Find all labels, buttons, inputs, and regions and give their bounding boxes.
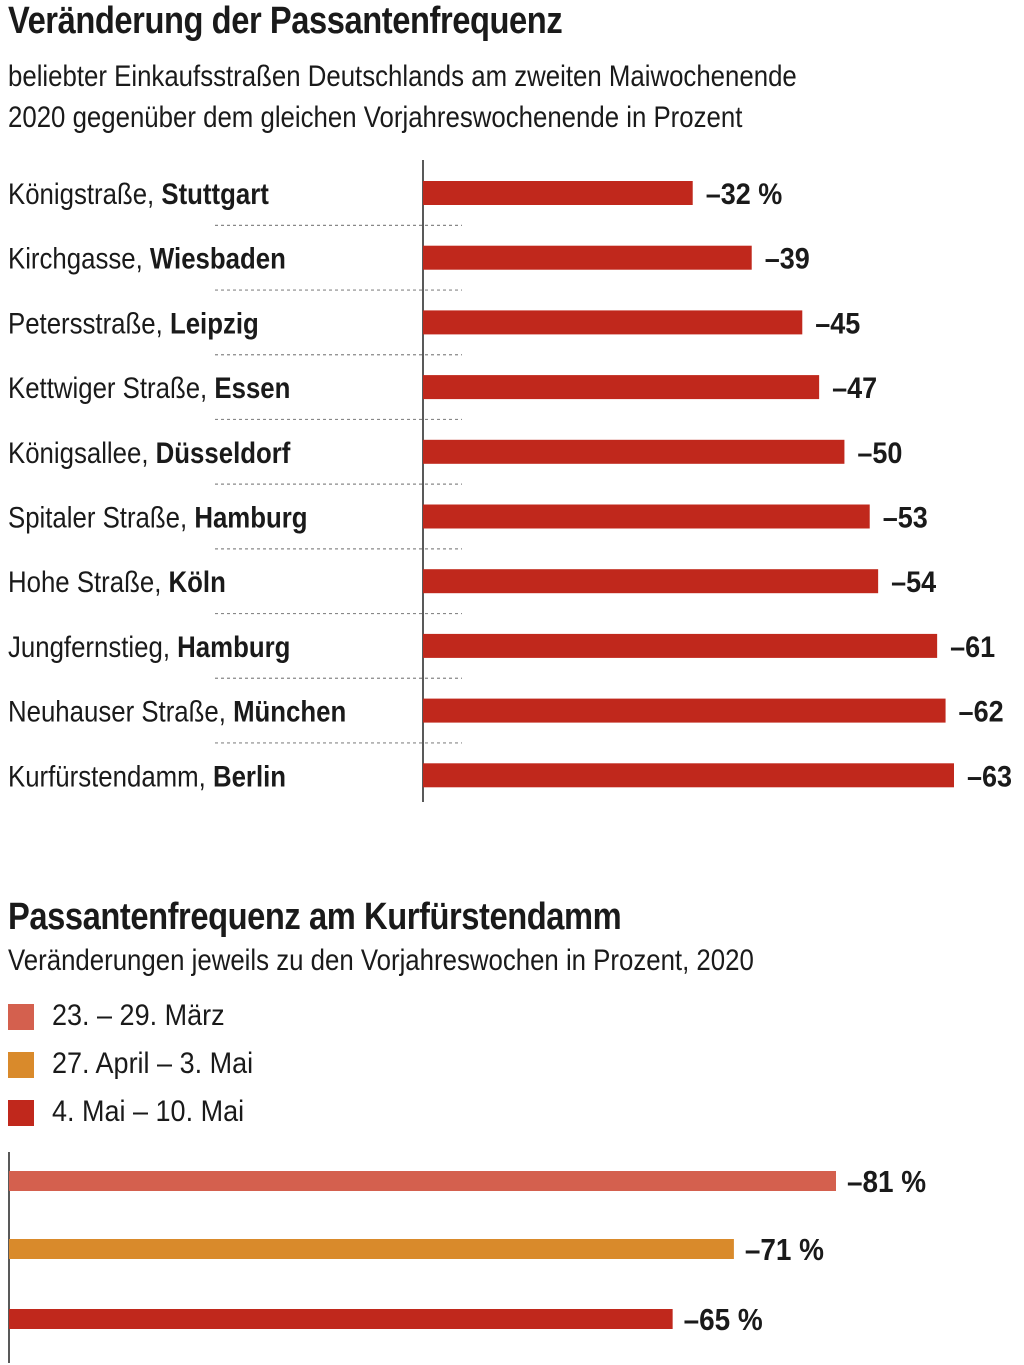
category-street: Petersstraße, (8, 307, 170, 340)
value-label: –47 (832, 372, 877, 406)
category-street: Hohe Straße, (8, 565, 169, 598)
chart-1-subtitle-line-1: beliebter Einkaufsstraßen Deutschlands a… (8, 60, 797, 93)
category-label: Kirchgasse, Wiesbaden (8, 242, 286, 275)
category-city: Wiesbaden (150, 242, 286, 275)
value-label: –63 (967, 760, 1012, 794)
legend-swatch-april (8, 1052, 34, 1078)
value-label: –65 % (684, 1303, 763, 1338)
bar (423, 569, 879, 594)
value-label: –39 (765, 242, 810, 276)
street-bar-chart: Königstraße, Stuttgart –32 % Kirchgasse, W… (8, 160, 1012, 802)
value-label: –81 % (847, 1165, 926, 1200)
category-label: Jungfernstieg, Hamburg (8, 630, 290, 663)
category-city: Hamburg (194, 501, 307, 534)
bar (423, 633, 938, 658)
value-label: –53 (883, 501, 928, 535)
category-label: Königstraße, Stuttgart (8, 177, 269, 210)
bar (9, 1171, 836, 1191)
value-label: –54 (891, 566, 936, 600)
category-street: Kurfürstendamm, (8, 759, 213, 792)
category-label: Kurfürstendamm, Berlin (8, 759, 286, 792)
category-city: Düsseldorf (156, 436, 291, 469)
bar (423, 375, 820, 400)
category-city: Stuttgart (161, 177, 268, 210)
bar (423, 310, 803, 335)
category-label: Königsallee, Düsseldorf (8, 436, 291, 469)
category-label: Kettwiger Straße, Essen (8, 371, 290, 404)
category-label: Petersstraße, Leipzig (8, 307, 259, 340)
category-street: Jungfernstieg, (8, 630, 177, 663)
category-city: Berlin (213, 759, 286, 792)
category-label: Spitaler Straße, Hamburg (8, 501, 308, 534)
legend-label-maerz: 23. – 29. März (52, 999, 225, 1032)
kurfuerstendamm-bar-chart: –81 % –71 % –65 % (8, 1152, 926, 1363)
value-label: –71 % (745, 1233, 824, 1268)
bar (423, 504, 870, 529)
category-city: München (233, 695, 346, 728)
legend-label-mai: 4. Mai – 10. Mai (52, 1095, 245, 1128)
legend-swatch-maerz (8, 1004, 34, 1030)
chart-1-title: Veränderung der Passantenfrequenz (8, 0, 563, 42)
category-street: Kettwiger Straße, (8, 371, 214, 404)
category-label: Hohe Straße, Köln (8, 565, 226, 598)
category-city: Hamburg (177, 630, 290, 663)
chart-2-subtitle: Veränderungen jeweils zu den Vorjahreswo… (8, 944, 754, 977)
bar (423, 181, 693, 205)
category-city: Leipzig (170, 307, 259, 340)
category-label: Neuhauser Straße, München (8, 695, 346, 728)
value-label: –32 % (706, 178, 782, 212)
bar (423, 763, 954, 788)
legend-label-april: 27. April – 3. Mai (52, 1047, 254, 1080)
bar (423, 245, 752, 270)
bar (9, 1239, 734, 1259)
chart-1-subtitle: beliebter Einkaufsstraßen Deutschlands a… (8, 56, 797, 138)
bar (9, 1309, 673, 1329)
category-street: Spitaler Straße, (8, 501, 194, 534)
value-label: –45 (815, 307, 860, 341)
value-label: –50 (857, 437, 902, 471)
chart-2-title: Passantenfrequenz am Kurfürstendamm (8, 896, 622, 938)
category-city: Essen (214, 371, 290, 404)
value-label: –62 (959, 695, 1004, 729)
category-street: Neuhauser Straße, (8, 695, 233, 728)
legend-swatch-mai (8, 1100, 34, 1126)
category-street: Königstraße, (8, 177, 161, 210)
category-city: Köln (169, 565, 226, 598)
category-street: Kirchgasse, (8, 242, 150, 275)
category-street: Königsallee, (8, 436, 156, 469)
bar (423, 439, 845, 464)
bar (423, 698, 946, 723)
value-label: –61 (950, 631, 995, 665)
chart-1-subtitle-line-2: 2020 gegenüber dem gleichen Vorjahreswoc… (8, 101, 743, 134)
